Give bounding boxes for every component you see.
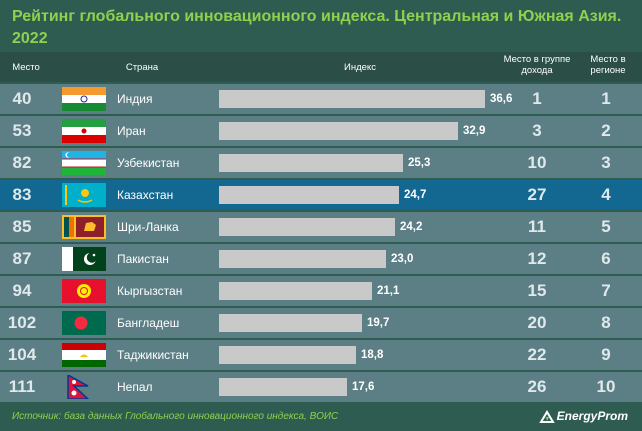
india-flag	[62, 87, 106, 111]
rating-table: 40 Индия 36,6 1 1 53 Иран 32,9 3 2 82 Узбекистан 25,…	[0, 84, 642, 404]
source-note: Источник: база данных Глобального иннова…	[12, 411, 339, 422]
index-value-label: 24,2	[400, 221, 423, 233]
index-value-label: 25,3	[408, 157, 431, 169]
table-row: 94 Кыргызстан 21,1 15 7	[0, 276, 642, 306]
income-group-rank: 26	[527, 377, 547, 396]
income-group-rank: 11	[528, 217, 546, 236]
index-bar	[219, 346, 356, 364]
nepal-flag	[62, 373, 106, 400]
index-value-label: 32,9	[463, 125, 486, 137]
table-row: 85 Шри-Ланка 24,2 11 5	[0, 212, 642, 242]
region-rank: 7	[601, 281, 611, 300]
country-name: Иран	[117, 124, 146, 138]
index-bar	[219, 218, 395, 236]
energyprom-logo-icon	[538, 409, 555, 423]
income-group-rank: 3	[532, 121, 542, 140]
global-rank: 85	[12, 217, 32, 236]
region-rank: 6	[601, 249, 611, 268]
index-bar	[219, 250, 386, 268]
global-rank: 83	[12, 185, 32, 204]
index-value-label: 18,8	[361, 349, 384, 361]
global-rank: 40	[12, 89, 32, 108]
uzbekistan-flag	[62, 151, 106, 175]
index-value-label: 36,6	[490, 93, 513, 105]
country-name: Шри-Ланка	[117, 220, 179, 234]
iran-flag	[62, 119, 106, 143]
index-value-label: 24,7	[404, 189, 427, 201]
region-rank: 10	[596, 377, 616, 396]
country-name: Пакистан	[117, 252, 169, 266]
table-row: 102 Бангладеш 19,7 20 8	[0, 308, 642, 338]
index-value-label: 23,0	[391, 253, 414, 265]
region-rank: 8	[601, 313, 611, 332]
tajikistan-flag	[62, 343, 106, 367]
country-name: Бангладеш	[117, 316, 180, 330]
table-row: 82 Узбекистан 25,3 10 3	[0, 148, 642, 178]
region-rank: 3	[601, 153, 611, 172]
country-name: Индия	[117, 92, 153, 106]
index-value-label: 17,6	[352, 381, 375, 393]
country-name: Непал	[117, 380, 153, 394]
logo-text: EnergyProm	[556, 409, 628, 423]
header-income-rank: Место в группе дохода	[503, 54, 571, 76]
header-index: Индекс	[344, 62, 376, 73]
global-rank: 111	[8, 377, 36, 396]
region-rank: 5	[601, 217, 611, 236]
table-row: 87 Пакистан 23,0 12 6	[0, 244, 642, 274]
income-group-rank: 12	[527, 249, 547, 268]
income-group-rank: 10	[527, 153, 547, 172]
income-group-rank: 1	[532, 89, 542, 108]
header-country: Страна	[125, 62, 159, 73]
global-rank: 87	[12, 249, 32, 268]
kyrgyzstan-flag	[62, 279, 106, 303]
global-rank: 102	[7, 313, 37, 332]
index-bar	[219, 186, 399, 204]
global-rank: 104	[7, 345, 37, 364]
index-bar	[219, 122, 458, 140]
index-value-label: 19,7	[367, 317, 390, 329]
table-row: 83 Казахстан 24,7 27 4	[0, 180, 642, 210]
global-rank: 94	[12, 281, 32, 300]
income-group-rank: 20	[527, 313, 547, 332]
country-name: Таджикистан	[117, 348, 189, 362]
index-bar	[219, 90, 485, 108]
region-rank: 9	[601, 345, 611, 364]
income-group-rank: 15	[527, 281, 547, 300]
table-row: 104 Таджикистан 18,8 22 9	[0, 340, 642, 370]
country-name: Кыргызстан	[117, 284, 183, 298]
index-bar	[219, 282, 372, 300]
sri-lanka-flag	[62, 215, 106, 239]
index-bar	[219, 314, 362, 332]
region-rank: 2	[601, 121, 611, 140]
global-rank: 82	[12, 153, 32, 172]
table-row: 111 Непал 17,6 26 10	[0, 372, 642, 402]
table-header: Место Страна Индекс Место в группе доход…	[0, 52, 642, 82]
table-row: 53 Иран 32,9 3 2	[0, 116, 642, 146]
country-name: Казахстан	[117, 188, 174, 202]
index-bar	[219, 378, 347, 396]
table-row: 40 Индия 36,6 1 1	[0, 84, 642, 114]
header-region-rank: Место в регионе	[590, 54, 626, 76]
kazakhstan-flag	[62, 183, 106, 207]
region-rank: 4	[601, 185, 611, 204]
bangladesh-flag	[62, 311, 106, 335]
index-value-label: 21,1	[377, 285, 400, 297]
region-rank: 1	[601, 89, 611, 108]
income-group-rank: 27	[527, 185, 547, 204]
pakistan-flag	[62, 247, 106, 271]
country-name: Узбекистан	[117, 156, 180, 170]
index-bar	[219, 154, 403, 172]
income-group-rank: 22	[527, 345, 547, 364]
global-rank: 53	[12, 121, 32, 140]
chart-title: Рейтинг глобального инновационного индек…	[12, 8, 622, 47]
energyprom-logo: EnergyProm	[538, 406, 628, 426]
header-rank: Место	[12, 62, 40, 73]
